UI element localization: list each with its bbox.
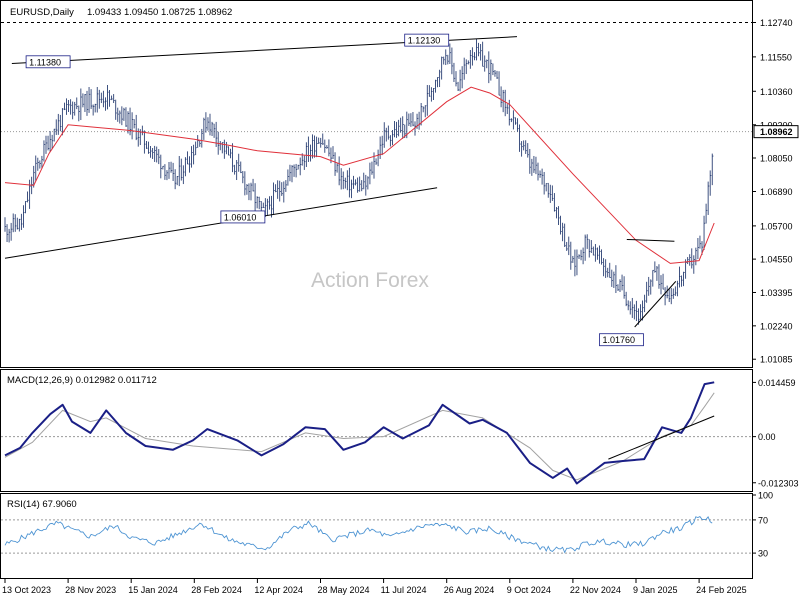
macd-guide-line	[608, 415, 715, 460]
macd-y-tick-label: 0.014459	[758, 378, 796, 388]
trendline	[626, 238, 675, 242]
x-axis-tick-label: 28 Nov 2023	[65, 585, 116, 595]
price-annotation-label: 1.01760	[602, 335, 635, 345]
trendline	[634, 281, 677, 328]
price-panel-frame	[0, 0, 753, 368]
price-y-tick-label: 1.02240	[760, 321, 793, 331]
moving-average-line	[4, 86, 715, 264]
x-axis-tick-label: 11 Jul 2024	[381, 585, 427, 595]
current-price-box	[753, 125, 799, 139]
price-annotation-box	[220, 210, 266, 224]
price-y-tick-label: 1.04550	[760, 255, 793, 265]
x-axis-tick-label: 22 Nov 2024	[570, 585, 621, 595]
rsi-y-tick-label: 30	[758, 549, 768, 559]
rsi-line	[4, 516, 713, 554]
price-y-tick-label: 1.05700	[760, 221, 793, 231]
macd-panel-frame	[0, 369, 753, 492]
x-axis-tick-label: 13 Oct 2023	[2, 585, 51, 595]
price-annotation-box	[599, 333, 644, 347]
rsi-y-tick-label: 70	[758, 515, 768, 525]
x-axis-tick-label: 28 Feb 2024	[191, 585, 242, 595]
macd-title: MACD(12,26,9) 0.012982 0.011712	[7, 375, 157, 386]
x-axis-tick-label: 26 Aug 2024	[444, 585, 495, 595]
price-y-tick-label: 1.08050	[760, 154, 793, 164]
price-annotation-box	[404, 33, 450, 47]
price-annotation-label: 1.06010	[224, 212, 257, 222]
price-y-tick-label: 1.06890	[760, 187, 793, 197]
x-axis-tick-label: 15 Jan 2024	[128, 585, 178, 595]
ohlc-readout: 1.09433 1.09450 1.08725 1.08962	[87, 7, 232, 18]
symbol-title: EURUSD,Daily	[10, 7, 74, 18]
x-axis-tick-label: 12 Apr 2024	[254, 585, 303, 595]
macd-line	[4, 381, 715, 485]
x-axis-tick-label: 9 Oct 2024	[507, 585, 551, 595]
price-y-tick-label: 1.03395	[760, 288, 793, 298]
price-y-tick-label: 1.12740	[760, 18, 793, 28]
macd-y-tick-label: -0.012303	[758, 478, 799, 488]
watermark: Action Forex	[311, 269, 429, 292]
macd-y-tick-label: 0.00	[758, 432, 776, 442]
price-annotation-box	[25, 55, 71, 69]
price-y-tick-label: 1.01085	[760, 355, 793, 365]
rsi-y-tick-label: 100	[758, 491, 773, 501]
price-annotation-label: 1.11380	[29, 57, 61, 67]
price-y-tick-label: 1.10360	[760, 87, 793, 97]
x-axis-tick-label: 24 Feb 2025	[696, 585, 747, 595]
rsi-title: RSI(14) 67.9060	[7, 499, 77, 510]
macd-signal-line	[4, 392, 715, 481]
current-price-label: 1.08962	[760, 127, 793, 137]
rsi-panel-frame	[0, 493, 753, 579]
price-y-tick-label: 1.11550	[760, 52, 792, 62]
x-axis-tick-label: 9 Jan 2025	[633, 585, 678, 595]
price-annotation-label: 1.12130	[408, 36, 441, 46]
x-axis-tick-label: 28 May 2024	[318, 585, 370, 595]
